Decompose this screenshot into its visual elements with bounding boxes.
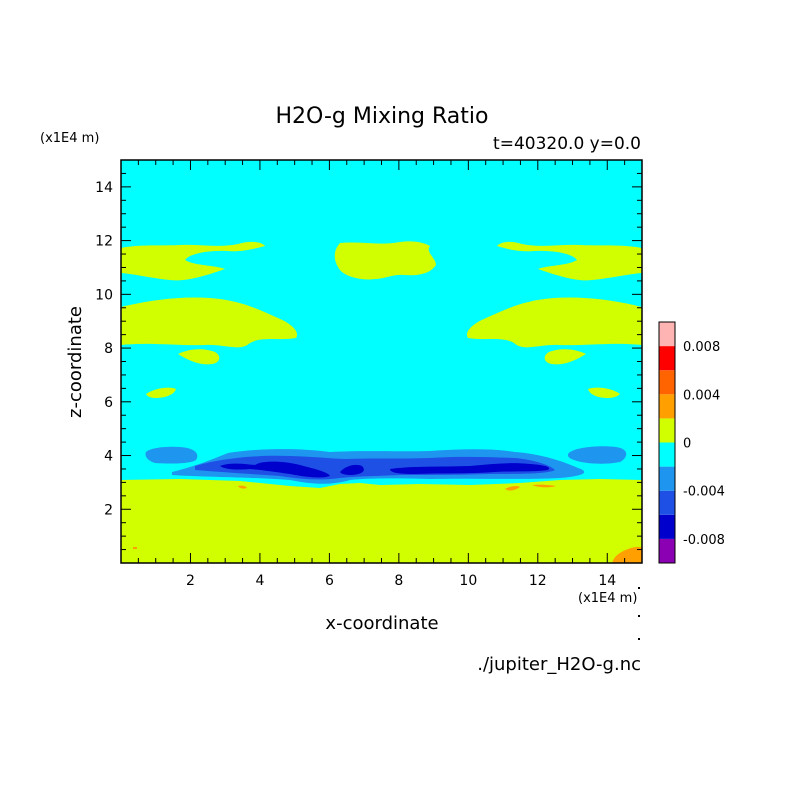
- tiny-left-lobe: [146, 387, 176, 398]
- upper-right-patch: [497, 241, 642, 281]
- colorbar-swatch: [659, 346, 675, 371]
- filename-label: ./jupiter_H2O-g.nc: [477, 654, 641, 675]
- x-axis-title: x-coordinate: [325, 613, 438, 634]
- y-tick-label: 4: [104, 449, 113, 465]
- y-tick-label: 14: [95, 180, 113, 196]
- colorbar-swatch: [659, 466, 675, 491]
- x-tick-label: 2: [186, 573, 195, 589]
- small-left-lobe: [178, 349, 220, 365]
- y-tick-label: 12: [95, 234, 113, 250]
- blue-band-mid: [195, 455, 555, 480]
- orange-spot-4: [133, 547, 137, 549]
- blue-band-dark-center: [340, 464, 364, 475]
- dot-marker-1: [638, 587, 640, 589]
- orange-spot-2: [505, 485, 520, 491]
- x-tick-label: 12: [529, 573, 547, 589]
- colorbar-tick-label: -0.008: [683, 533, 725, 548]
- blue-band-dark-left: [220, 461, 330, 478]
- y-axis-title: z-coordinate: [65, 306, 86, 418]
- tiny-right-lobe: [588, 387, 620, 398]
- colorbar-swatch: [659, 418, 675, 443]
- x-tick-label: 6: [325, 573, 334, 589]
- orange-spot-1: [238, 485, 247, 489]
- right-blue-blob: [567, 446, 627, 464]
- colorbar-tick-label: 0: [683, 437, 691, 452]
- y-unit-label: (x1E4 m): [40, 131, 99, 146]
- y-tick-label: 10: [95, 287, 113, 303]
- middle-left-patch: [121, 297, 298, 348]
- small-right-lobe: [544, 349, 586, 365]
- time-subtitle: t=40320.0 y=0.0: [493, 134, 641, 154]
- x-tick-label: 10: [459, 573, 477, 589]
- x-tick-label: 4: [255, 573, 264, 589]
- colorbar-tick-label: 0.004: [683, 388, 720, 403]
- middle-right-patch: [466, 297, 642, 348]
- colorbar-tick-label: -0.004: [683, 485, 725, 500]
- left-blue-blob: [145, 446, 198, 464]
- upper-center-patch: [334, 241, 436, 280]
- x-tick-label: 8: [394, 573, 403, 589]
- x-unit-label: (x1E4 m): [578, 591, 637, 606]
- colorbar-swatch: [659, 538, 675, 563]
- y-tick-label: 8: [104, 341, 113, 357]
- dot-marker-2: [638, 615, 640, 617]
- y-tick-label: 6: [104, 395, 113, 411]
- upper-left-patch: [121, 241, 265, 281]
- x-tick-label: 14: [598, 573, 616, 589]
- colorbar-swatch: [659, 442, 675, 467]
- y-axis: 2 4 6 8 10 12 14: [95, 172, 642, 551]
- colorbar-swatch: [659, 370, 675, 395]
- colorbar-swatch: [659, 394, 675, 419]
- bottom-layer-region: [121, 479, 642, 563]
- colorbar-swatch: [659, 490, 675, 515]
- chart-title: H2O-g Mixing Ratio: [276, 104, 489, 129]
- orange-spot-3: [532, 484, 556, 488]
- orange-spot-corner: [612, 546, 642, 563]
- y-tick-label: 2: [104, 502, 113, 518]
- x-axis: 2 4 6 8 10 12 14: [137, 160, 626, 589]
- dot-marker-3: [638, 638, 640, 640]
- colorbar: -0.008 -0.004 0 0.004 0.008: [658, 321, 725, 564]
- colorbar-frame: [658, 321, 676, 564]
- colorbar-tick-label: 0.008: [683, 340, 720, 355]
- colorbar-swatch: [659, 514, 675, 539]
- blue-band-dark-right: [390, 463, 550, 474]
- colorbar-swatch: [659, 322, 675, 347]
- plot-area: [120, 159, 643, 564]
